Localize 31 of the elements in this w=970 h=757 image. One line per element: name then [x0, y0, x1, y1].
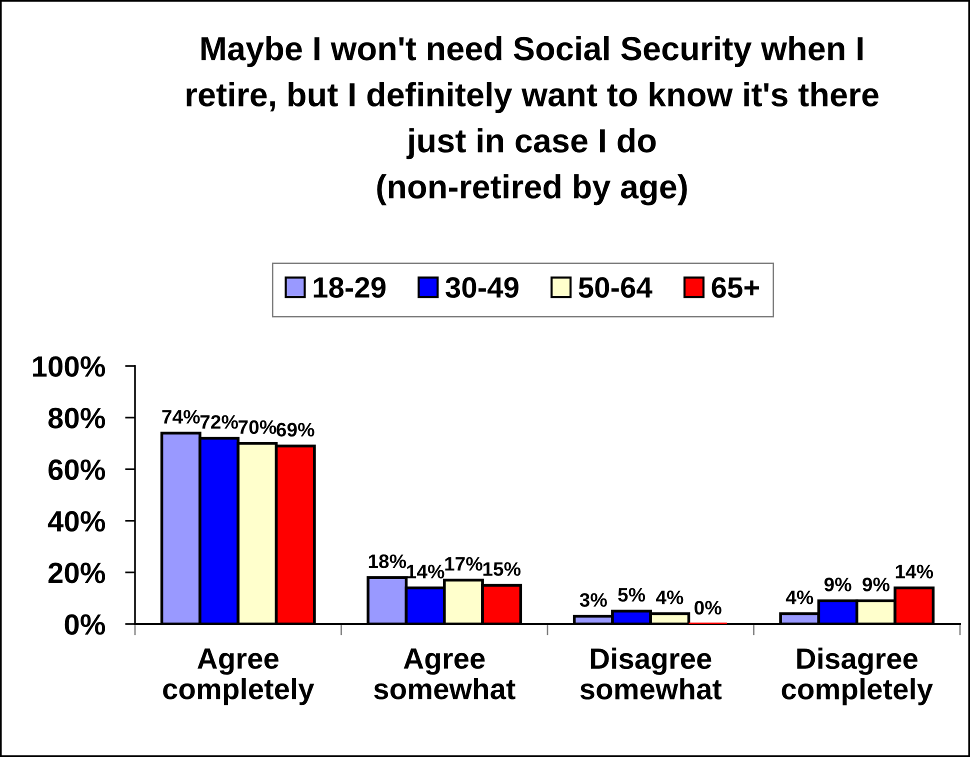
- data-label: 14%: [896, 564, 934, 578]
- legend-label: 30-49: [446, 277, 518, 298]
- data-label: 70%: [238, 420, 276, 434]
- x-tick-label: Agree somewhat: [374, 648, 516, 700]
- data-label: 74%: [162, 410, 200, 424]
- legend-label: 50-64: [578, 277, 652, 298]
- data-label: 69%: [276, 422, 314, 437]
- legend-label: 18-29: [314, 277, 386, 298]
- legend-label: 65+: [712, 277, 760, 298]
- y-tick-label: 60%: [48, 459, 106, 480]
- data-label: 4%: [656, 590, 684, 604]
- data-label: 4%: [786, 590, 814, 604]
- data-label: 5%: [618, 588, 646, 602]
- data-label: 3%: [580, 593, 607, 607]
- data-label: 9%: [862, 578, 890, 592]
- y-tick-label: 100%: [33, 356, 106, 377]
- data-label: 18%: [368, 554, 406, 568]
- x-tick-label: Agree completely: [163, 648, 314, 706]
- data-label: 9%: [824, 578, 852, 592]
- data-label: 15%: [483, 562, 521, 576]
- y-tick-label: 80%: [48, 408, 106, 428]
- chart-title: Maybe I won't need Social Security when I retire, but I definitely want to know it's there just in case I do (non-retired by age): [186, 36, 878, 206]
- y-tick-label: 40%: [48, 511, 106, 532]
- data-label: 14%: [407, 564, 444, 578]
- x-tick-label: Disagree somewhat: [580, 648, 722, 700]
- data-label: 0%: [694, 600, 722, 615]
- y-tick-label: 0%: [64, 614, 106, 635]
- x-tick-label: Disagree completely: [782, 648, 933, 706]
- data-label: 72%: [200, 415, 238, 429]
- data-label: 17%: [445, 557, 482, 571]
- y-tick-label: 20%: [48, 562, 106, 584]
